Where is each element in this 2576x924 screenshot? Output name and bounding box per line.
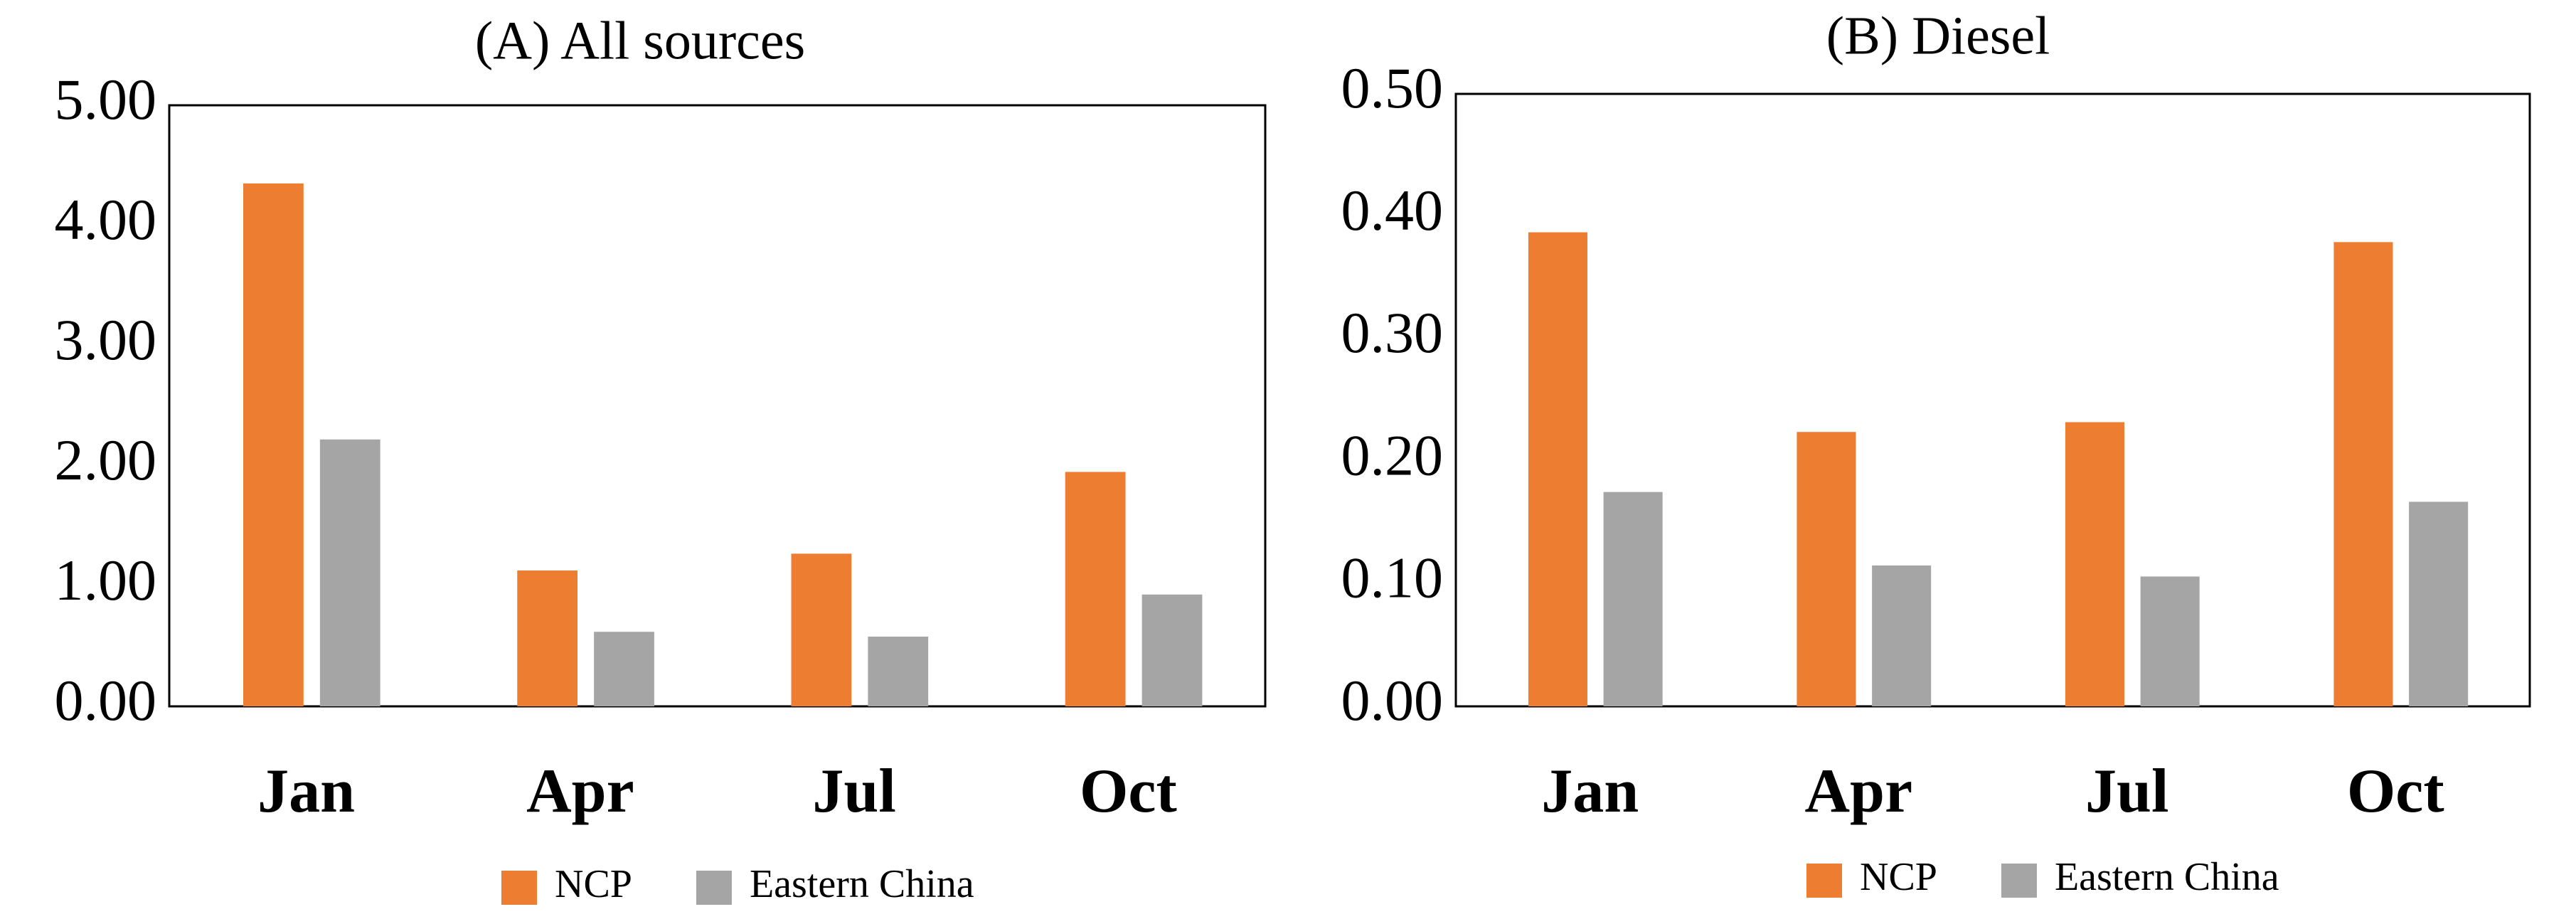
bar <box>1065 472 1126 706</box>
legend-swatch <box>696 871 732 905</box>
y-tick-label: 4.00 <box>55 187 157 252</box>
y-tick-label: 0.00 <box>1341 668 1444 733</box>
bar <box>2140 576 2200 706</box>
legend-label: Eastern China <box>750 862 974 906</box>
bar <box>594 632 654 706</box>
y-tick-label: 3.00 <box>55 307 157 372</box>
y-tick-label: 0.20 <box>1341 423 1444 487</box>
bar <box>243 183 304 707</box>
y-tick-label: 0.50 <box>1341 55 1444 120</box>
bar <box>791 553 852 706</box>
legend-label: Eastern China <box>2055 855 2279 899</box>
y-tick-label: 5.00 <box>55 67 157 132</box>
y-tick-label: 1.00 <box>55 548 157 612</box>
chart-title: (A) All sources <box>475 11 805 70</box>
y-tick-label: 0.30 <box>1341 300 1444 365</box>
legend-swatch <box>501 871 537 905</box>
bar <box>2333 242 2393 706</box>
bar <box>868 636 929 706</box>
x-tick-label: Jan <box>257 757 355 826</box>
y-tick-label: 0.00 <box>55 668 157 733</box>
bar <box>1528 232 1587 706</box>
bar <box>1141 594 1203 706</box>
plot-frame <box>1454 92 2531 708</box>
legend-swatch <box>2001 864 2037 898</box>
x-tick-label: Oct <box>2347 757 2444 826</box>
bar <box>2409 501 2469 706</box>
y-tick-label: 2.00 <box>55 428 157 492</box>
legend-label: NCP <box>1860 855 1937 899</box>
plot-frame <box>168 104 1267 708</box>
chart-title: (B) Diesel <box>1826 6 2050 65</box>
y-tick-label: 0.10 <box>1341 546 1444 610</box>
bar <box>319 439 380 706</box>
x-tick-label: Jan <box>1541 757 1639 826</box>
y-tick-label: 0.40 <box>1341 178 1444 243</box>
x-tick-label: Apr <box>1804 757 1912 826</box>
legend-swatch <box>1806 864 1842 898</box>
bar <box>1872 565 1932 706</box>
bar <box>517 570 578 706</box>
x-tick-label: Jul <box>2085 757 2168 826</box>
bar <box>1797 432 1856 706</box>
x-tick-label: Apr <box>526 757 634 826</box>
bar <box>2065 422 2124 706</box>
x-tick-label: Oct <box>1080 757 1177 826</box>
legend-label: NCP <box>555 862 632 906</box>
bar <box>1603 492 1663 706</box>
x-tick-label: Jul <box>812 757 895 826</box>
